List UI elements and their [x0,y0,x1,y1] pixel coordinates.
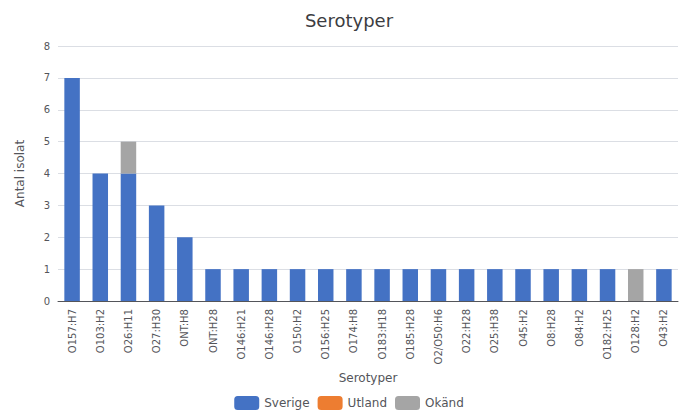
svg-text:7: 7 [44,72,50,83]
svg-text:Serotyper: Serotyper [339,371,398,385]
svg-text:O45:H2: O45:H2 [518,309,529,347]
svg-text:O2/O50:H6: O2/O50:H6 [433,309,444,364]
svg-text:O27:H30: O27:H30 [151,309,162,353]
svg-text:O157:H7: O157:H7 [67,309,78,353]
svg-text:O103:H2: O103:H2 [95,309,106,353]
svg-text:0: 0 [44,296,50,307]
svg-text:O25:H38: O25:H38 [489,309,500,353]
svg-text:O182:H25: O182:H25 [602,309,613,360]
svg-text:O8:H28: O8:H28 [546,309,557,347]
svg-text:O185:H28: O185:H28 [405,309,416,360]
svg-text:3: 3 [44,200,50,211]
svg-text:Okänd: Okänd [425,396,464,410]
svg-text:8: 8 [44,41,50,52]
svg-text:O84:H2: O84:H2 [574,309,585,347]
svg-text:O128:H2: O128:H2 [630,309,641,353]
svg-text:O146:H28: O146:H28 [264,309,275,360]
svg-text:O22:H28: O22:H28 [461,309,472,353]
svg-text:O146:H21: O146:H21 [236,309,247,360]
svg-text:5: 5 [44,136,50,147]
svg-text:O174:H8: O174:H8 [348,309,359,353]
svg-text:O183:H18: O183:H18 [377,309,388,360]
svg-text:Sverige: Sverige [264,396,309,410]
svg-text:6: 6 [44,104,50,115]
svg-text:4: 4 [44,168,50,179]
svg-text:2: 2 [44,232,50,243]
svg-text:O150:H2: O150:H2 [292,309,303,353]
svg-text:ONT:H28: ONT:H28 [208,309,219,353]
svg-text:O26:H11: O26:H11 [123,309,134,353]
svg-text:ONT:H8: ONT:H8 [179,309,190,347]
svg-text:1: 1 [44,264,50,275]
svg-text:Antal isolat: Antal isolat [13,140,27,208]
svg-text:O43:H2: O43:H2 [658,309,669,347]
svg-text:Serotyper: Serotyper [305,10,394,31]
svg-text:Utland: Utland [348,396,387,410]
svg-text:O156:H25: O156:H25 [320,309,331,360]
